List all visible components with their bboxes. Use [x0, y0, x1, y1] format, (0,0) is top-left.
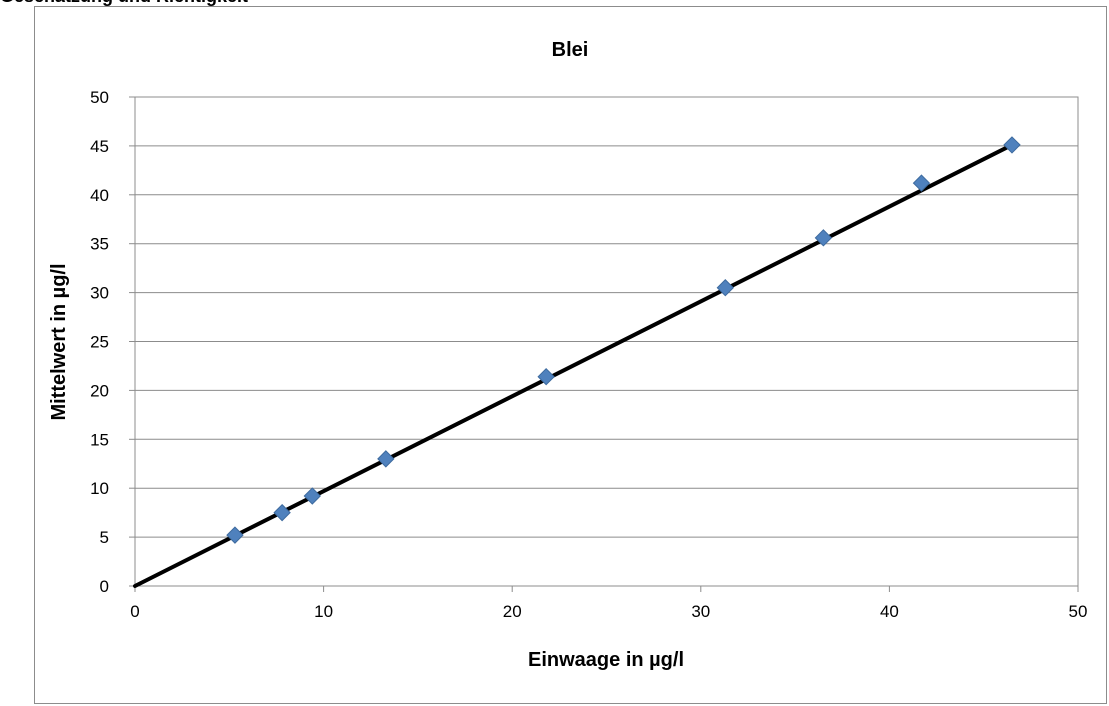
x-tick-label: 40	[880, 602, 899, 621]
x-tick-label: 0	[130, 602, 139, 621]
data-point	[273, 503, 291, 522]
y-tick-label: 10	[90, 479, 109, 498]
tick-layer: 0 5 10 15 20 25 30 35 40 45 50 0 10 20 30 40 50	[90, 88, 1087, 621]
y-axis-label: Mittelwert in µg/l	[48, 263, 70, 420]
y-tick-label: 25	[90, 333, 109, 352]
y-tick-label: 0	[100, 577, 109, 596]
y-tick-label: 20	[90, 381, 109, 400]
y-tick-label: 5	[100, 528, 109, 547]
data-point	[226, 526, 244, 544]
data-point	[912, 174, 931, 192]
data-point	[716, 279, 735, 297]
data-point	[377, 450, 395, 468]
point-layer	[226, 136, 1021, 544]
data-point	[537, 368, 555, 386]
data-point	[303, 487, 321, 505]
x-tick-label: 20	[503, 602, 522, 621]
y-tick-label: 35	[90, 235, 109, 254]
y-tick-label: 45	[90, 137, 109, 156]
x-tick-label: 30	[691, 602, 710, 621]
page-header: Geschätzung und Richtigkeit	[0, 0, 1109, 8]
chart-title: Blei	[552, 39, 589, 61]
y-tick-label: 15	[90, 430, 109, 449]
data-point	[814, 229, 833, 247]
y-tick-label: 50	[90, 88, 109, 107]
trend-line	[133, 142, 1014, 588]
x-tick-label: 10	[314, 602, 333, 621]
x-tick-label: 50	[1069, 602, 1088, 621]
x-axis-label: Einwaage in µg/l	[528, 649, 684, 671]
y-tick-label: 30	[90, 284, 109, 303]
trend-layer	[133, 142, 1014, 588]
y-tick-label: 40	[90, 186, 109, 205]
chart-frame	[34, 6, 1107, 704]
data-point	[1003, 136, 1021, 154]
